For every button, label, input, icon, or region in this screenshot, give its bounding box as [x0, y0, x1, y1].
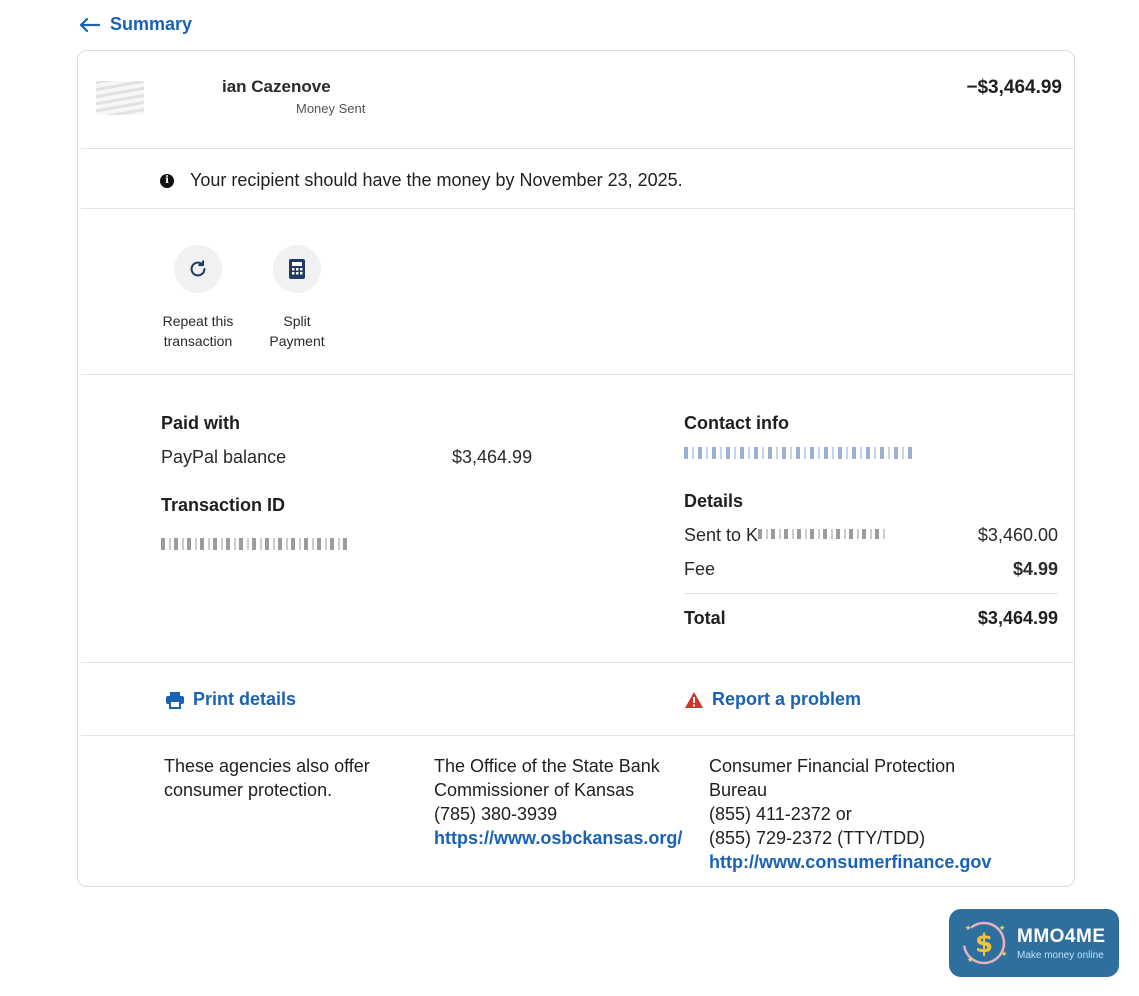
- dollar-coin-icon: $ ★ ★ ★ ★: [962, 921, 1007, 965]
- recipient-name: ian Cazenove: [160, 77, 331, 97]
- svg-text:★: ★: [1001, 950, 1007, 958]
- split-label-2: Payment: [269, 333, 325, 349]
- svg-text:★: ★: [967, 956, 973, 964]
- contact-email-link[interactable]: [684, 447, 914, 459]
- transaction-card: ian Cazenove Money Sent −$3,464.99 i You…: [77, 50, 1075, 887]
- delivery-notice: i Your recipient should have the money b…: [160, 170, 683, 191]
- divider: [81, 662, 1074, 663]
- transaction-id-title: Transaction ID: [161, 495, 286, 515]
- paid-with-title: Paid with: [161, 413, 241, 433]
- kansas-agency: The Office of the State Bank Commissione…: [434, 756, 683, 848]
- contact-info-title: Contact info: [684, 413, 789, 433]
- total-divider: [684, 593, 1058, 594]
- divider: [81, 148, 1074, 149]
- transaction-amount: −$3,464.99: [966, 77, 1062, 98]
- warning-icon: [685, 691, 703, 708]
- badge-title: MMO4ME: [1017, 925, 1106, 947]
- sent-to-amount: $3,460.00: [977, 525, 1058, 545]
- print-details-link[interactable]: Print details: [165, 689, 296, 710]
- report-problem-link[interactable]: Report a problem: [684, 689, 861, 710]
- divider: [81, 208, 1074, 209]
- badge-tagline: Make money online: [1017, 949, 1104, 961]
- back-summary-link[interactable]: Summary: [78, 14, 192, 35]
- transaction-type: Money Sent: [160, 101, 365, 116]
- transaction-id-value: [161, 538, 351, 550]
- details-title: Details: [684, 491, 744, 511]
- divider: [81, 735, 1074, 736]
- notice-text: Your recipient should have the money by …: [190, 170, 683, 190]
- watermark-badge: $ ★ ★ ★ ★ MMO4ME Make money online: [949, 909, 1119, 977]
- repeat-transaction-button[interactable]: Repeat this transaction: [160, 245, 236, 351]
- repeat-label-2: transaction: [163, 333, 233, 349]
- svg-text:$: $: [975, 929, 993, 959]
- total-label: Total: [684, 608, 726, 628]
- avatar: [96, 81, 144, 115]
- paid-amount: $3,464.99: [452, 447, 533, 467]
- total-amount: $3,464.99: [977, 608, 1058, 628]
- back-label: Summary: [110, 14, 193, 34]
- fee-amount: $4.99: [1012, 559, 1058, 579]
- arrow-left-icon: [79, 17, 100, 32]
- split-payment-button[interactable]: Split Payment: [260, 245, 334, 351]
- info-icon: i: [160, 173, 174, 188]
- sent-to-label: Sent to K: [684, 525, 889, 546]
- refresh-icon: [174, 245, 222, 293]
- divider: [81, 374, 1074, 375]
- kansas-url-link[interactable]: https://www.osbckansas.org/: [434, 828, 683, 848]
- svg-text:★: ★: [999, 924, 1005, 932]
- repeat-label-1: Repeat this: [162, 313, 234, 329]
- fee-label: Fee: [684, 559, 716, 579]
- cfpb-agency: Consumer Financial Protection Bureau (85…: [709, 756, 992, 872]
- split-label-1: Split: [283, 313, 311, 329]
- printer-icon: [166, 691, 184, 709]
- cfpb-url-link[interactable]: http://www.consumerfinance.gov: [709, 852, 992, 872]
- svg-text:★: ★: [965, 924, 971, 932]
- payment-method: PayPal balance: [161, 447, 287, 467]
- calculator-icon: [273, 245, 321, 293]
- agencies-intro: These agencies also offer consumer prote…: [164, 756, 370, 800]
